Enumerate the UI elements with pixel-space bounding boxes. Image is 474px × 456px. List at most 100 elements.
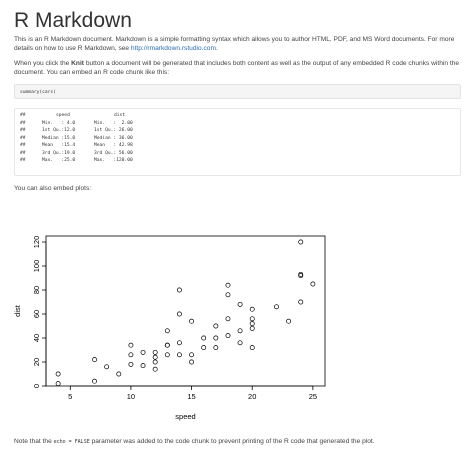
page-title: R Markdown [14,9,132,32]
summary-row: ## Min. : 4.0 Min. : 2.00 [20,120,455,128]
data-point [298,271,304,277]
summary-output: ## speed dist ## Min. : 4.0 Min. : 2.00 … [14,108,461,176]
summary-prefix: ## [20,128,26,133]
data-point [298,239,304,245]
y-axis-label: dist [13,304,22,317]
data-point [176,311,182,317]
data-point [152,354,158,360]
y-axis: 0 20 40 60 80 100 120 [32,236,47,388]
data-point [164,352,170,358]
data-point [249,325,255,331]
data-point [225,292,231,298]
y-tick-label: 20 [32,358,41,366]
y-tick-label: 40 [32,334,41,342]
knit-bold: Knit [71,60,84,67]
data-point [237,340,243,346]
data-point [249,316,255,322]
summary-speed-cell: 3rd Qu.:19.0 [42,150,76,156]
summary-header-dist: dist [114,113,126,118]
code-chunk-text: summary(cars) [20,90,56,95]
summary-row: ## 3rd Qu.:19.0 3rd Qu.: 56.00 [20,150,455,158]
x-tick-label: 5 [68,392,72,401]
data-point [274,304,279,310]
data-point [249,345,255,351]
summary-speed-cell: 1st Qu.:12.0 [42,128,76,133]
rmarkdown-link[interactable]: http://rmarkdown.rstudio.com [130,45,216,53]
data-point [92,378,97,384]
knit-text-before: When you click the [14,60,72,67]
data-point [225,282,231,288]
data-point [225,316,231,322]
note-code: echo = FALSE [53,439,90,445]
summary-speed-cell: Mean :15.4 [42,143,76,148]
summary-row: ## Median :15.0 Median : 36.00 [20,135,455,143]
summary-header-speed: speed [56,113,70,118]
data-point [286,318,292,324]
summary-prefix: ## [20,143,26,148]
data-point [116,371,122,377]
summary-dist-cell: Median : 36.00 [94,135,133,141]
data-point [140,349,146,355]
summary-row: ## 1st Qu.:12.0 1st Qu.: 26.00 [20,127,455,135]
note-text-after: parameter was added to the code chunk to… [89,438,375,445]
knit-paragraph: When you click the Knit button a documen… [14,59,460,77]
plot-frame [45,235,326,387]
x-axis: 5 10 15 20 25 [68,385,317,401]
summary-dist-cell: 1st Qu.: 26.00 [94,128,133,133]
summary-speed-cell: Min. : 4.0 [42,120,76,126]
data-point [201,335,207,341]
summary-header-row: ## speed dist [20,112,455,120]
y-tick-label: 120 [32,236,41,249]
data-point [55,371,61,377]
data-point [128,361,134,367]
data-point [225,333,231,339]
summary-row: ## Max. :25.0 Max. :120.00 [20,157,455,165]
data-point [176,340,182,346]
data-point [213,323,219,329]
intro-text: This is an R Markdown document. Markdown… [14,36,455,53]
summary-speed-cell: Max. :25.0 [42,158,76,163]
intro-paragraph: This is an R Markdown document. Markdown… [14,35,460,53]
y-tick-label: 80 [32,286,41,294]
y-tick-label: 100 [32,260,41,273]
data-points [55,239,316,387]
y-tick-label: 0 [32,384,41,388]
data-point [55,381,61,387]
data-point [152,366,158,372]
summary-prefix: ## [20,120,26,126]
summary-dist-cell: Mean : 42.98 [94,143,133,148]
summary-dist-cell: Max. :120.00 [94,158,133,163]
data-point [189,359,195,365]
summary-prefix: ## [20,113,26,118]
data-point [176,287,182,293]
data-point [249,306,255,312]
data-point [237,301,243,307]
x-tick-label: 10 [127,392,135,401]
summary-dist-cell: 3rd Qu.: 56.00 [94,150,133,156]
summary-prefix: ## [20,158,26,163]
data-point [128,342,134,348]
y-tick-label: 60 [32,310,41,318]
summary-speed-cell: Median :15.0 [42,135,76,141]
intro-end: . [215,45,218,53]
x-tick-label: 15 [187,392,195,401]
data-point [237,328,243,334]
data-point [128,352,134,358]
data-point [164,342,170,348]
plots-paragraph: You can also embed plots: [14,185,92,192]
data-point [104,364,110,370]
summary-prefix: ## [20,150,26,156]
data-point [310,281,316,287]
data-point [152,359,158,365]
summary-dist-cell: Min. : 2.00 [94,120,133,126]
data-point [249,321,255,327]
data-point [189,318,195,324]
code-chunk: summary(cars) [14,84,461,99]
x-tick-label: 25 [309,392,317,401]
data-point [213,345,219,351]
data-point [92,357,97,363]
knit-text-after: button a document will be generated that… [14,60,459,77]
data-point [213,335,219,341]
data-point [164,328,170,334]
